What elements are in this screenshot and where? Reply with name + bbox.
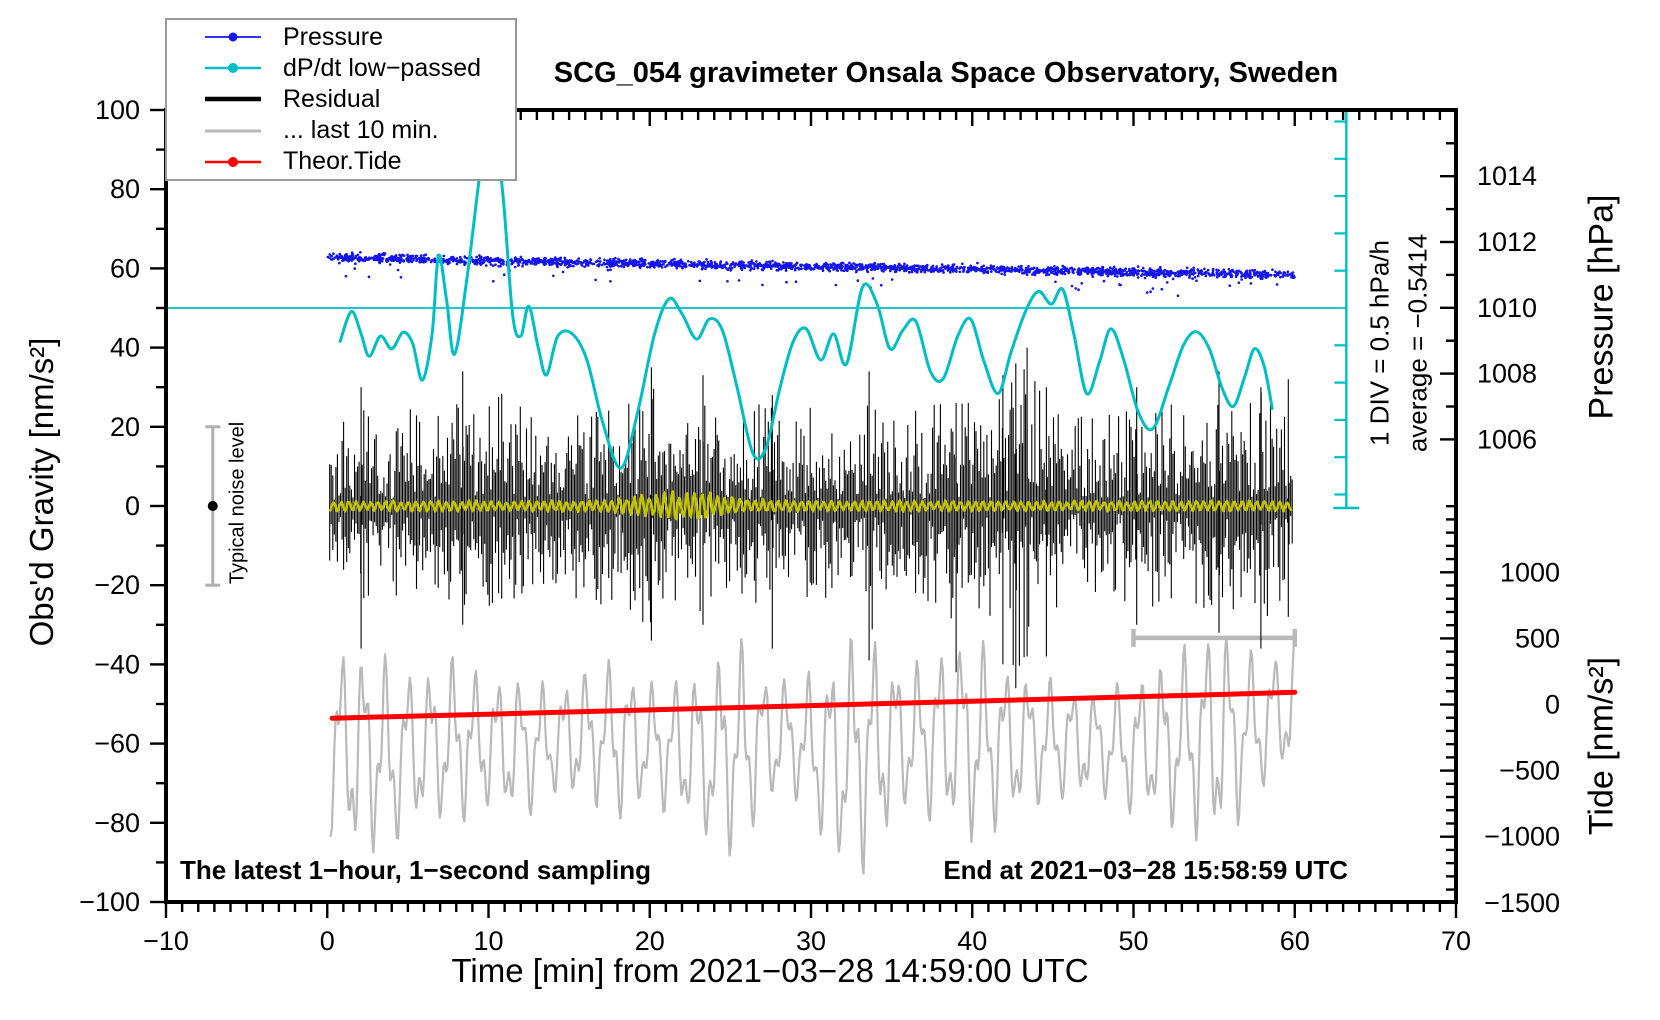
dpdt-reference	[166, 110, 1360, 510]
legend-label: ... last 10 min.	[283, 116, 439, 145]
gravity-tick-label: −40	[94, 649, 140, 679]
gravity-tick-label: 40	[110, 333, 140, 363]
last10-line-icon	[205, 129, 261, 133]
gravity-tick-label: 0	[125, 491, 140, 521]
pressure-tick-label: 1006	[1477, 424, 1537, 454]
legend-item-last10: ... last 10 min.	[167, 116, 515, 145]
axes-frame	[150, 108, 1458, 918]
pressure-tick-label: 1010	[1477, 293, 1537, 323]
x-tick-label: 10	[473, 926, 503, 956]
gravity-tick-label: −80	[94, 808, 140, 838]
tide-tick-label: 0	[1545, 690, 1560, 720]
tide-tick-label: −1500	[1484, 888, 1560, 918]
tide-line-icon	[205, 156, 261, 167]
x-tick-label: 50	[1118, 926, 1148, 956]
dpdt-curve	[338, 112, 1274, 470]
end-time-note: End at 2021−03−28 15:58:59 UTC	[943, 855, 1348, 885]
legend-label: Theor.Tide	[283, 147, 402, 176]
legend-item-residual: Residual	[167, 85, 515, 113]
x-tick-label: 20	[635, 926, 665, 956]
tide-tick-label: −500	[1499, 756, 1560, 786]
gravity-tick-label: 60	[110, 253, 140, 283]
legend-label: dP/dt low−passed	[283, 53, 482, 82]
dpdt-line-icon	[205, 63, 261, 74]
x-tick-label: 70	[1441, 926, 1471, 956]
last10-range-bar	[1131, 628, 1297, 647]
pressure-dots	[326, 251, 1296, 297]
plot-series	[205, 112, 1298, 875]
legend-item-pressure: Pressure	[167, 23, 515, 51]
pressure-tick-label: 1014	[1477, 161, 1537, 191]
chart-title: SCG_054 gravimeter Onsala Space Observat…	[553, 57, 1339, 89]
gravity-tick-label: 80	[110, 174, 140, 204]
x-axis-label: Time [min] from 2021−03−28 14:59:00 UTC	[451, 952, 1089, 989]
pressure-tick-label: 1012	[1477, 227, 1537, 257]
noise-level-label: Typical noise level	[226, 421, 249, 585]
y-axis-label-pressure: Pressure [hPa]	[1582, 194, 1621, 420]
gravity-tick-label: −100	[79, 887, 140, 917]
axis-tick-labels: −10 0 10 20 30 40 50 60 70−100−80−60−40−20020406…	[79, 95, 1560, 956]
legend-item-dpdt: dP/dt low−passed	[167, 54, 515, 82]
tide-tick-label: 500	[1515, 623, 1560, 653]
noise-level-dot	[207, 501, 218, 511]
x-tick-label: 0	[320, 926, 335, 956]
legend-label: Residual	[283, 84, 381, 113]
div-scale-note: 1 DIV = 0.5 hPa/h	[1364, 240, 1395, 446]
x-tick-label: 40	[957, 926, 987, 956]
noise-level-bar	[205, 425, 221, 587]
legend-label: Pressure	[283, 22, 384, 51]
pressure-line-icon	[205, 32, 261, 42]
gravity-tick-label: −60	[94, 729, 140, 759]
average-note: average = −0.5414	[1402, 233, 1433, 453]
gravity-tick-label: −20	[94, 570, 140, 600]
last10-trace	[329, 635, 1295, 875]
gravity-tick-label: 20	[110, 412, 140, 442]
y-axis-label-tide: Tide [nm/s²]	[1582, 656, 1621, 836]
x-tick-label: 30	[796, 926, 826, 956]
pressure-tick-label: 1008	[1477, 359, 1537, 389]
y-axis-label-gravity: Obs'd Gravity [nm/s²]	[23, 337, 60, 647]
x-tick-label: 60	[1280, 926, 1310, 956]
tide-tick-label: −1000	[1484, 822, 1560, 852]
residual-line-icon	[205, 97, 261, 102]
x-tick-label: −10	[143, 926, 189, 956]
legend: Pressure dP/dt low−passed Residual ... l…	[165, 18, 517, 181]
legend-item-tide: Theor.Tide	[167, 147, 515, 176]
tide-tick-label: 1000	[1500, 557, 1560, 587]
gravity-tick-label: 100	[95, 95, 140, 125]
theor-tide-line	[329, 689, 1298, 721]
residual-lowpass-trace	[328, 490, 1293, 521]
sampling-note: The latest 1−hour, 1−second sampling	[180, 855, 652, 885]
